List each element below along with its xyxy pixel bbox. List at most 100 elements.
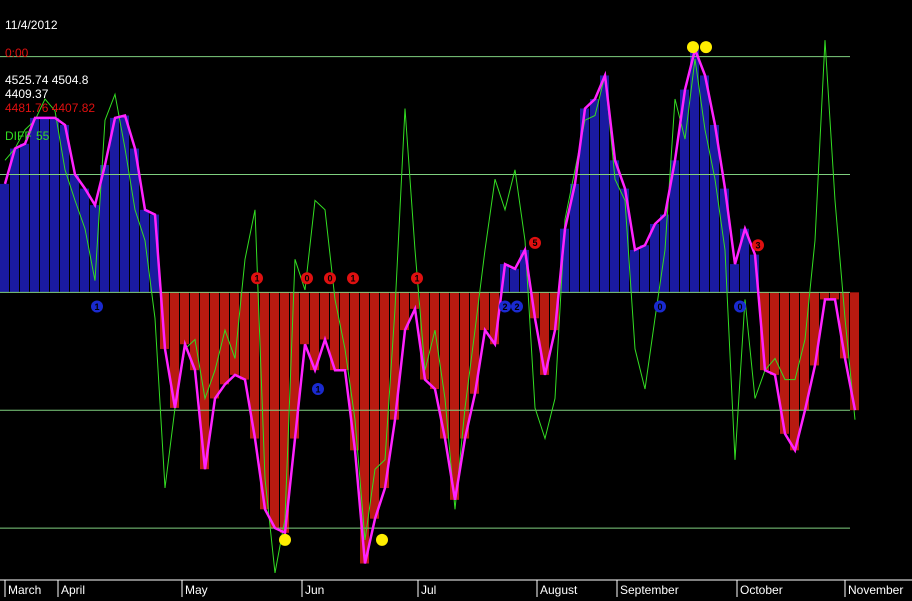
histogram-bar [780,292,789,434]
histogram-bar [110,117,119,293]
signal-label: 0 [737,302,742,312]
histogram-bar [30,117,39,293]
plot-area [0,40,859,573]
histogram-bar [450,292,459,500]
histogram-bar [190,292,199,371]
histogram-bar [540,292,549,375]
readout: 4525.74 4504.8 [5,73,89,87]
histogram-bar [320,292,329,340]
histogram-bar [700,75,709,293]
histogram-bar [620,188,629,293]
histogram-bar [420,292,429,380]
histogram-bar [500,264,509,293]
extreme-dot [687,41,699,54]
signal-label: 1 [414,274,419,284]
histogram-bar [430,292,439,390]
histogram-bar [60,124,69,293]
signal-marker [91,300,103,313]
histogram-bar [830,292,839,300]
histogram-bar [80,188,89,293]
date: 11/4/2012 [5,18,58,32]
signal-marker [251,272,263,285]
histogram-bar [380,292,389,489]
histogram-bar [650,223,659,293]
histogram-bar [610,160,619,293]
histogram-bar [810,292,819,366]
histogram-bar [50,117,59,293]
histogram-bar [10,148,19,293]
histogram-bar [750,254,759,293]
histogram-bar [820,292,829,300]
signal-marker [499,300,511,313]
histogram-bar [400,292,409,331]
histogram-bar [640,245,649,293]
signal-label: 1 [254,274,259,284]
readout: 4481.76 4407.82 [5,101,95,115]
histogram-bar [560,228,569,293]
signal-label: 2 [502,302,507,312]
histogram-bar [630,249,639,293]
oscillator-line [3,45,857,564]
signal-label: 1 [315,384,320,394]
histogram-bar [720,188,729,293]
signal-marker [301,272,313,285]
time: 0:00 [5,46,29,60]
histogram-bar [680,89,689,293]
histogram-bar [140,209,149,293]
histogram-bar [740,228,749,293]
signal-marker [734,300,746,313]
x-tick-label: April [61,583,85,597]
histogram-bar [510,268,519,293]
x-tick-label: September [620,583,679,597]
histogram-bar [730,264,739,293]
histogram-bar [570,183,579,293]
histogram-bar [800,292,809,411]
histogram-bar [340,292,349,371]
histogram-bar [330,292,339,371]
histogram-bar [390,292,399,420]
signal-marker [511,300,523,313]
x-tick-label: Jul [421,583,436,597]
x-tick-label: May [185,583,208,597]
signal-label: 0 [327,274,332,284]
signal-marker [654,300,666,313]
histogram-bar [480,292,489,331]
diff-label: DIFF [5,129,32,143]
histogram-bar [0,183,9,293]
histogram-bar [180,292,189,345]
signal-label: 5 [532,238,537,248]
histogram-bar [460,292,469,439]
histogram-bar [760,292,769,371]
histogram-bar [160,292,169,349]
histogram-bar [100,165,109,293]
histogram-bar [300,292,309,345]
histogram-bar [240,292,249,380]
signal-marker [347,272,359,285]
histogram-bar [360,292,369,564]
histogram-bar [490,292,499,345]
histogram-bar [40,117,49,293]
signal-marker [312,383,324,396]
signal-marker [411,272,423,285]
signal-label: 1 [350,274,355,284]
histogram-bar [210,292,219,399]
x-tick-label: November [848,583,903,597]
signal-marker [529,236,541,249]
extreme-dot [279,533,291,546]
histogram-bar [260,292,269,510]
histogram-bar [770,292,779,375]
readout: 4409.37 [5,87,49,101]
histogram-bar [600,75,609,293]
histogram-bar [20,143,29,293]
x-tick-label: August [540,583,578,597]
histogram-bar [410,292,419,309]
histogram-bar [220,292,229,385]
diff-line [4,40,856,573]
histogram-bar [710,124,719,293]
diff-value: 55 [36,129,50,143]
histogram-bar [520,249,529,293]
histogram-bar [250,292,259,439]
histogram-bar [850,292,859,411]
extreme-dot [700,41,712,54]
